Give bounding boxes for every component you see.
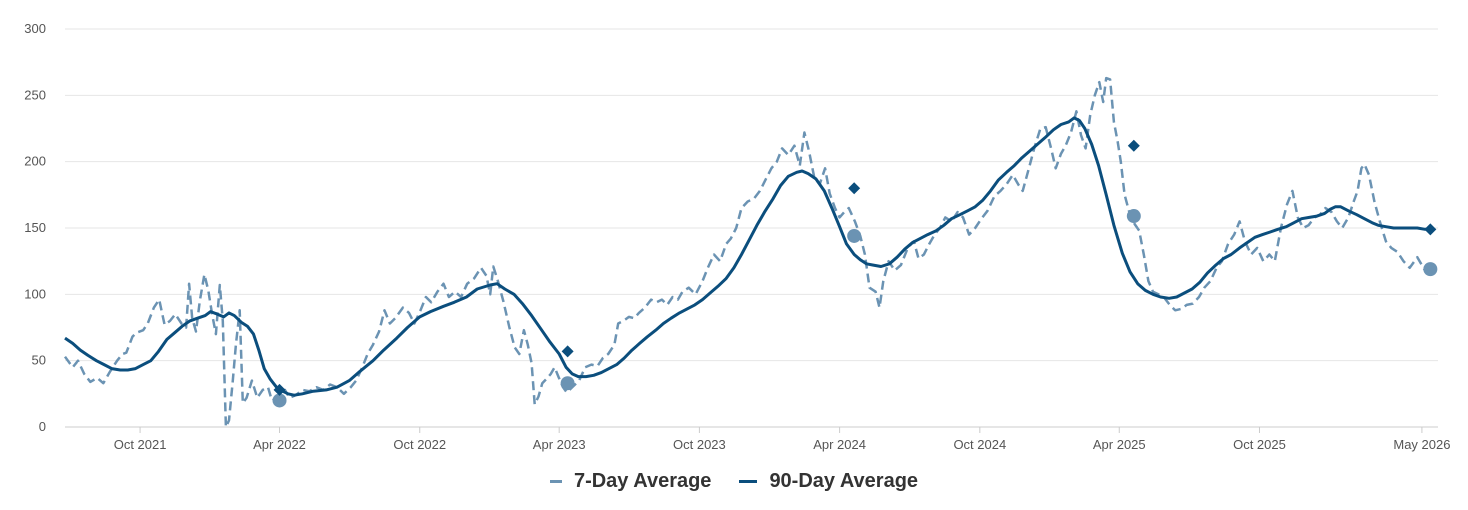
x-tick-label: Apr 2023: [533, 437, 586, 452]
x-tick-label: Apr 2025: [1093, 437, 1146, 452]
x-tick-label: Oct 2024: [953, 437, 1006, 452]
marker-7-day[interactable]: [1423, 262, 1438, 277]
marker-90-day[interactable]: [1127, 139, 1140, 152]
y-tick-label: 250: [24, 87, 46, 102]
x-tick-label: Oct 2025: [1233, 437, 1286, 452]
marker-7-day[interactable]: [272, 393, 287, 408]
x-tick-label: Oct 2021: [114, 437, 167, 452]
legend-item-90-day[interactable]: 90-Day Average: [739, 470, 918, 493]
series-line-90-day[interactable]: [64, 116, 1431, 397]
marker-7-day[interactable]: [847, 228, 862, 243]
marker-90-day[interactable]: [561, 345, 574, 358]
marker-7-day[interactable]: [1126, 209, 1141, 224]
y-tick-label: 100: [24, 286, 46, 301]
x-tick-label: Oct 2022: [393, 437, 446, 452]
gridlines: [65, 28, 1438, 428]
legend-swatch-90-day: [739, 480, 758, 483]
legend-swatch-7-day: [549, 480, 562, 483]
x-tick-label: May 2026: [1393, 437, 1450, 452]
legend-label-7-day: 7-Day Average: [573, 470, 712, 492]
x-tick-label: Oct 2023: [673, 437, 726, 452]
marker-90-day[interactable]: [848, 182, 861, 195]
y-tick-label: 150: [24, 220, 46, 235]
y-tick-label: 0: [39, 419, 46, 434]
marker-90-day[interactable]: [273, 383, 286, 396]
x-axis-ticks: Oct 2021 Apr 2022 Oct 2022 Apr 2023 Oct 2023…: [114, 427, 1450, 452]
series-lines: [63, 76, 1431, 429]
y-tick-label: 200: [24, 154, 46, 169]
x-tick-label: Apr 2024: [813, 437, 866, 452]
y-tick-label: 50: [32, 353, 46, 368]
series-markers: [272, 139, 1438, 408]
legend-label-90-day: 90-Day Average: [769, 470, 919, 492]
marker-7-day[interactable]: [560, 376, 575, 391]
y-tick-label: 300: [24, 21, 46, 36]
legend: 7-Day Average 90-Day Average: [0, 470, 1468, 493]
marker-90-day[interactable]: [1424, 223, 1437, 236]
x-tick-label: Apr 2022: [253, 437, 306, 452]
legend-item-7-day[interactable]: 7-Day Average: [549, 470, 712, 493]
y-axis-ticks: 0 50 100 150 200 250 300: [24, 21, 46, 434]
series-line-7-day[interactable]: [63, 76, 1427, 429]
